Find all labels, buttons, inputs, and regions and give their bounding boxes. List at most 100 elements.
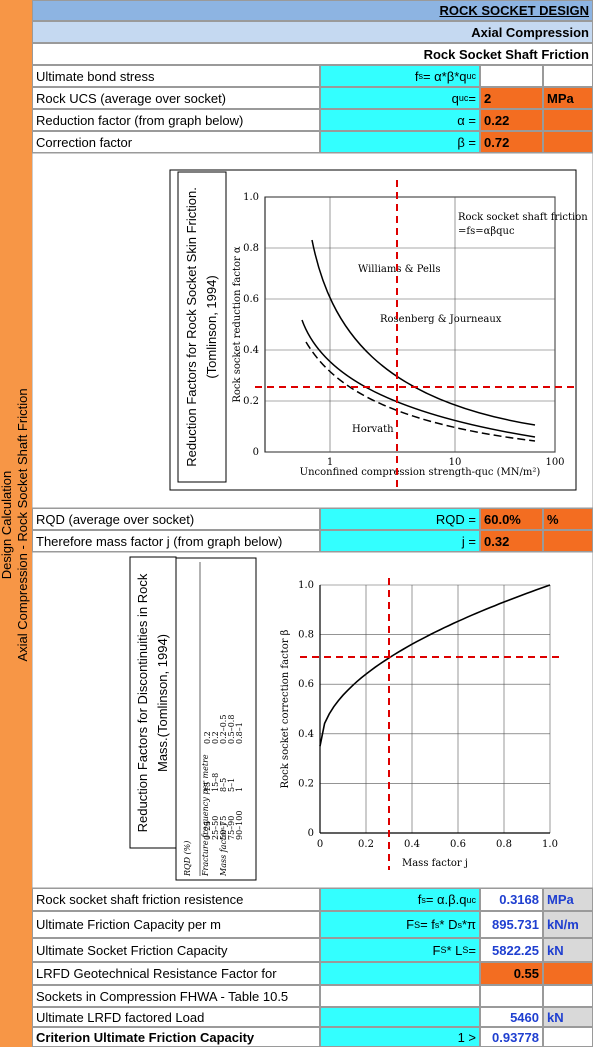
unit-cell <box>543 985 593 1007</box>
image-frame <box>265 560 565 880</box>
x-tick-label: 0.4 <box>404 839 420 850</box>
y-tick-label: 0 <box>308 828 314 839</box>
value-cell: 0.55 <box>480 962 543 985</box>
table-cell: 0.5–0.8 <box>227 715 236 744</box>
value-cell: 895.731 <box>480 911 543 938</box>
y-tick-label: 0.8 <box>298 630 314 641</box>
table-cell: 0.2 <box>211 731 220 744</box>
formula-part: j = <box>461 533 476 549</box>
x-tick-label: 100 <box>545 457 564 468</box>
formula-cell: 1 > <box>320 1027 480 1047</box>
table-header: Mass factor j <box>219 823 228 877</box>
x-axis-label: Mass factor j <box>402 858 468 869</box>
caption: Mass.(Tomlinson, 1994) <box>155 634 170 772</box>
value-cell: 2 <box>480 87 543 109</box>
formula-part: f <box>417 892 422 907</box>
table-cell: 15–8 <box>211 773 220 792</box>
unit-cell: kN <box>543 938 593 962</box>
y-axis-label: Rock socket reduction factor α <box>232 246 243 403</box>
formula-part: F <box>406 917 415 932</box>
formula-part: * L <box>446 942 463 958</box>
row-label: Criterion Ultimate Friction Capacity <box>32 1027 320 1047</box>
table-cell: 0.2 <box>203 731 212 744</box>
value-cell: 60.0% <box>480 508 543 530</box>
unit-cell <box>543 65 593 87</box>
table-header: RQD (%) <box>183 841 192 877</box>
caption-box <box>129 556 177 849</box>
row-label: Sockets in Compression FHWA - Table 10.5 <box>32 985 320 1007</box>
table-cell: 75–90 <box>227 816 236 840</box>
unit-cell: kN/m <box>543 911 593 938</box>
formula-cell: j = <box>320 530 480 552</box>
x-tick-label: 1 <box>327 457 333 468</box>
x-tick-label: 0 <box>317 839 323 850</box>
formula-part: = α*β*q <box>422 68 467 84</box>
formula-part: q <box>451 90 459 106</box>
curve-label: Horvath <box>352 424 394 435</box>
annotation: Rock socket shaft friction <box>458 212 588 223</box>
unit-cell: MPa <box>543 888 593 911</box>
table-cell: 25–50 <box>211 816 220 840</box>
sidebar-line: Axial Compression - Rock Socket Shaft Fr… <box>15 388 30 661</box>
curve <box>305 341 536 442</box>
caption: Reduction Factors for Discontinuities in… <box>135 573 150 832</box>
row-label: Ultimate Socket Friction Capacity <box>32 938 320 962</box>
formula-part: = α.β.q <box>425 892 467 907</box>
formula-cell: RQD = <box>320 508 480 530</box>
unit-cell: % <box>543 508 593 530</box>
x-tick-label: 10 <box>449 457 462 468</box>
x-tick-label: 0.8 <box>496 839 512 850</box>
table-cell: 0.2–0.5 <box>219 715 228 744</box>
formula-part: S <box>462 945 469 955</box>
x-tick-label: 0.2 <box>358 839 374 850</box>
formula-part: F <box>432 942 441 958</box>
table-frame <box>175 557 257 881</box>
y-tick-label: 1.0 <box>243 192 259 203</box>
x-tick-label: 1.0 <box>542 839 558 850</box>
y-tick-label: 0 <box>253 447 259 458</box>
formula-part: s <box>421 894 426 905</box>
y-tick-label: 0.4 <box>243 345 259 356</box>
formula-part: f <box>414 68 419 84</box>
table-cell: 1 <box>235 787 244 792</box>
annotation: =fs=αβquc <box>458 226 515 237</box>
value-cell: 5460 <box>480 1007 543 1027</box>
sidebar: Design Calculation Axial Compression - R… <box>0 0 32 1047</box>
unit-cell <box>543 131 593 153</box>
row-label: Therefore mass factor j (from graph belo… <box>32 530 320 552</box>
sidebar-line: Design Calculation <box>0 471 14 579</box>
row-label: Rock socket shaft friction resistence <box>32 888 320 911</box>
value-cell: 0.32 <box>480 530 543 552</box>
formula-cell <box>320 962 480 985</box>
unit-cell: kN <box>543 1007 593 1027</box>
y-tick-label: 0.6 <box>243 294 259 305</box>
y-tick-label: 0.8 <box>243 243 259 254</box>
formula-cell <box>320 1007 480 1027</box>
y-tick-label: 0.2 <box>243 396 259 407</box>
formula-cell <box>320 985 480 1007</box>
formula-part: = <box>468 942 476 958</box>
unit-cell <box>543 530 593 552</box>
formula-cell: β = <box>320 131 480 153</box>
caption: Reduction Factors for Rock Socket Skin F… <box>184 187 199 467</box>
table-cell: 8–5 <box>219 778 228 792</box>
value-cell: 0.93778 <box>480 1027 543 1047</box>
y-tick-label: 0.2 <box>298 778 314 789</box>
formula-part: β = <box>457 134 476 150</box>
formula-part: * D <box>439 917 458 932</box>
formula-part: = <box>468 90 476 106</box>
row-label: Reduction factor (from graph below) <box>32 109 320 131</box>
value-cell: 0.22 <box>480 109 543 131</box>
formula-part: S <box>414 919 421 930</box>
formula-part: RQD = <box>435 511 476 527</box>
row-label: Ultimate bond stress <box>32 65 320 87</box>
table-cell: 0.8–1 <box>235 722 244 744</box>
formula-cell: α = <box>320 109 480 131</box>
unit-cell: MPa <box>543 87 593 109</box>
table-cell: 15 <box>203 782 212 792</box>
formula-part: uc <box>466 894 476 905</box>
